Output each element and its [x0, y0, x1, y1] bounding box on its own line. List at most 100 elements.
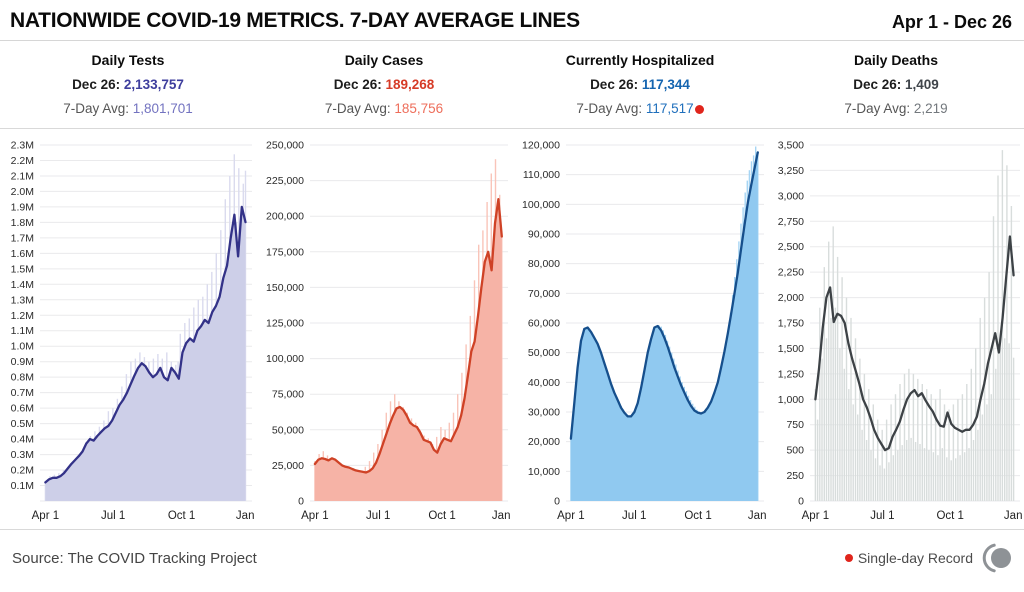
svg-text:75,000: 75,000: [272, 389, 304, 401]
svg-text:Oct 1: Oct 1: [936, 510, 963, 522]
svg-text:1.9M: 1.9M: [11, 201, 34, 213]
svg-text:1.2M: 1.2M: [11, 310, 34, 322]
charts-row: 2.3M 2.2M 2.1M 2.0M 1.9M 1.8M 1.7M 1.6M 1.5M 1.4M…: [0, 129, 1024, 530]
svg-text:125,000: 125,000: [266, 318, 304, 330]
svg-text:10,000: 10,000: [528, 466, 560, 478]
svg-text:Oct 1: Oct 1: [168, 510, 195, 522]
svg-text:250,000: 250,000: [266, 140, 304, 152]
svg-text:175,000: 175,000: [266, 246, 304, 258]
stat-latest-value: Dec 26: 117,344: [512, 77, 768, 92]
svg-text:Jan 1: Jan 1: [236, 510, 256, 522]
svg-text:0.5M: 0.5M: [11, 418, 34, 430]
svg-text:750: 750: [786, 419, 804, 431]
svg-text:1.5M: 1.5M: [11, 263, 34, 275]
stat-title: Daily Deaths: [853, 52, 939, 68]
svg-text:0.1M: 0.1M: [11, 480, 34, 492]
svg-text:1.7M: 1.7M: [11, 232, 34, 244]
svg-text:1.1M: 1.1M: [11, 325, 34, 337]
stat-avg-value: 7-Day Avg: 185,756: [256, 101, 512, 116]
stat-latest-value: Dec 26: 2,133,757: [0, 77, 256, 92]
svg-text:Apr 1: Apr 1: [557, 510, 585, 522]
svg-text:0.7M: 0.7M: [11, 387, 34, 399]
svg-text:30,000: 30,000: [528, 407, 560, 419]
svg-text:Jan 1: Jan 1: [748, 510, 768, 522]
svg-text:200,000: 200,000: [266, 211, 304, 223]
latest-value: 117,344: [641, 77, 690, 92]
avg-value: 1,801,701: [132, 101, 193, 116]
stat-daily-deaths: Daily Deaths Dec 26: 1,409 7-Day Avg: 2,…: [768, 49, 1024, 116]
svg-text:0: 0: [554, 496, 560, 508]
date-label: Dec 26:: [590, 77, 639, 92]
svg-text:Jul 1: Jul 1: [101, 510, 125, 522]
stat-title: Currently Hospitalized: [565, 52, 715, 68]
svg-text:150,000: 150,000: [266, 282, 304, 294]
latest-value: 2,133,757: [123, 77, 184, 92]
svg-text:2.2M: 2.2M: [11, 155, 34, 167]
svg-text:70,000: 70,000: [528, 288, 560, 300]
svg-text:60,000: 60,000: [528, 318, 560, 330]
avg-value: 185,756: [394, 101, 444, 116]
stat-avg-value: 7-Day Avg: 2,219: [768, 101, 1024, 116]
record-legend: Single-day Record: [844, 542, 1014, 574]
svg-text:Oct 1: Oct 1: [684, 510, 711, 522]
svg-text:1,250: 1,250: [778, 368, 804, 380]
svg-text:1.0M: 1.0M: [11, 341, 34, 353]
svg-text:Jul 1: Jul 1: [870, 510, 894, 522]
svg-text:2.0M: 2.0M: [11, 186, 34, 198]
svg-text:0: 0: [298, 496, 304, 508]
svg-text:2,500: 2,500: [778, 241, 804, 253]
svg-text:110,000: 110,000: [523, 169, 560, 181]
svg-text:0.3M: 0.3M: [11, 449, 34, 461]
svg-text:50,000: 50,000: [528, 347, 560, 359]
stat-title: Daily Cases: [344, 52, 424, 68]
svg-text:1,750: 1,750: [778, 318, 804, 330]
latest-value: 189,268: [385, 77, 435, 92]
svg-text:225,000: 225,000: [266, 175, 304, 187]
stat-latest-value: Dec 26: 1,409: [768, 77, 1024, 92]
svg-text:0.9M: 0.9M: [11, 356, 34, 368]
avg-label: 7-Day Avg:: [63, 101, 129, 116]
svg-text:250: 250: [786, 470, 804, 482]
svg-text:1.8M: 1.8M: [11, 217, 34, 229]
svg-text:80,000: 80,000: [528, 258, 560, 270]
single-day-record-dot: [694, 105, 704, 114]
svg-text:2.1M: 2.1M: [11, 170, 34, 182]
date-label: Dec 26:: [72, 77, 121, 92]
stat-latest-value: Dec 26: 189,268: [256, 77, 512, 92]
avg-value: 2,219: [913, 101, 948, 116]
svg-text:120,000: 120,000: [522, 140, 560, 152]
svg-text:0.8M: 0.8M: [11, 372, 34, 384]
chart-currently-hospitalized: 120,000 110,000 100,000 90,000 80,000 70,000 6…: [512, 131, 768, 529]
source-attribution: Source: The COVID Tracking Project: [12, 549, 257, 567]
svg-text:Jul 1: Jul 1: [366, 510, 390, 522]
svg-text:1.6M: 1.6M: [11, 248, 34, 260]
stats-row: Daily Tests Dec 26: 2,133,757 7-Day Avg:…: [0, 41, 1024, 129]
svg-text:1.4M: 1.4M: [11, 279, 34, 291]
svg-text:2.3M: 2.3M: [11, 140, 34, 152]
stat-currently-hospitalized: Currently Hospitalized Dec 26: 117,344 7…: [512, 49, 768, 116]
svg-text:40,000: 40,000: [528, 377, 560, 389]
svg-text:1,000: 1,000: [778, 394, 804, 406]
svg-text:20,000: 20,000: [528, 436, 560, 448]
svg-text:0.4M: 0.4M: [11, 434, 34, 446]
svg-text:1,500: 1,500: [778, 343, 804, 355]
svg-text:90,000: 90,000: [528, 229, 560, 241]
stat-title: Daily Tests: [91, 52, 165, 68]
svg-text:Jan 1: Jan 1: [1004, 510, 1024, 522]
svg-text:3,250: 3,250: [778, 165, 804, 177]
svg-text:2,000: 2,000: [778, 292, 804, 304]
avg-label: 7-Day Avg:: [576, 101, 643, 116]
stat-daily-cases: Daily Cases Dec 26: 189,268 7-Day Avg: 1…: [256, 49, 512, 116]
stat-avg-value: 7-Day Avg: 1,801,701: [0, 101, 256, 116]
svg-text:50,000: 50,000: [272, 424, 304, 436]
svg-text:Apr 1: Apr 1: [301, 510, 329, 522]
svg-text:3,000: 3,000: [778, 190, 804, 202]
avg-label: 7-Day Avg:: [324, 101, 391, 116]
svg-text:1.3M: 1.3M: [11, 294, 34, 306]
svg-text:Jul 1: Jul 1: [622, 510, 646, 522]
svg-text:Jan 1: Jan 1: [492, 510, 512, 522]
page-title: NATIONWIDE COVID-19 METRICS. 7-DAY AVERA…: [10, 9, 580, 32]
chart-daily-deaths: 3,500 3,250 3,000 2,750 2,500 2,250 2,000 1,750…: [768, 131, 1024, 529]
svg-text:25,000: 25,000: [272, 460, 304, 472]
avg-label: 7-Day Avg:: [844, 101, 911, 116]
